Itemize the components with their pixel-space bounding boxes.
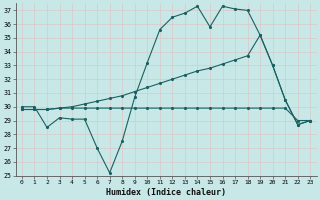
X-axis label: Humidex (Indice chaleur): Humidex (Indice chaleur) (106, 188, 226, 197)
